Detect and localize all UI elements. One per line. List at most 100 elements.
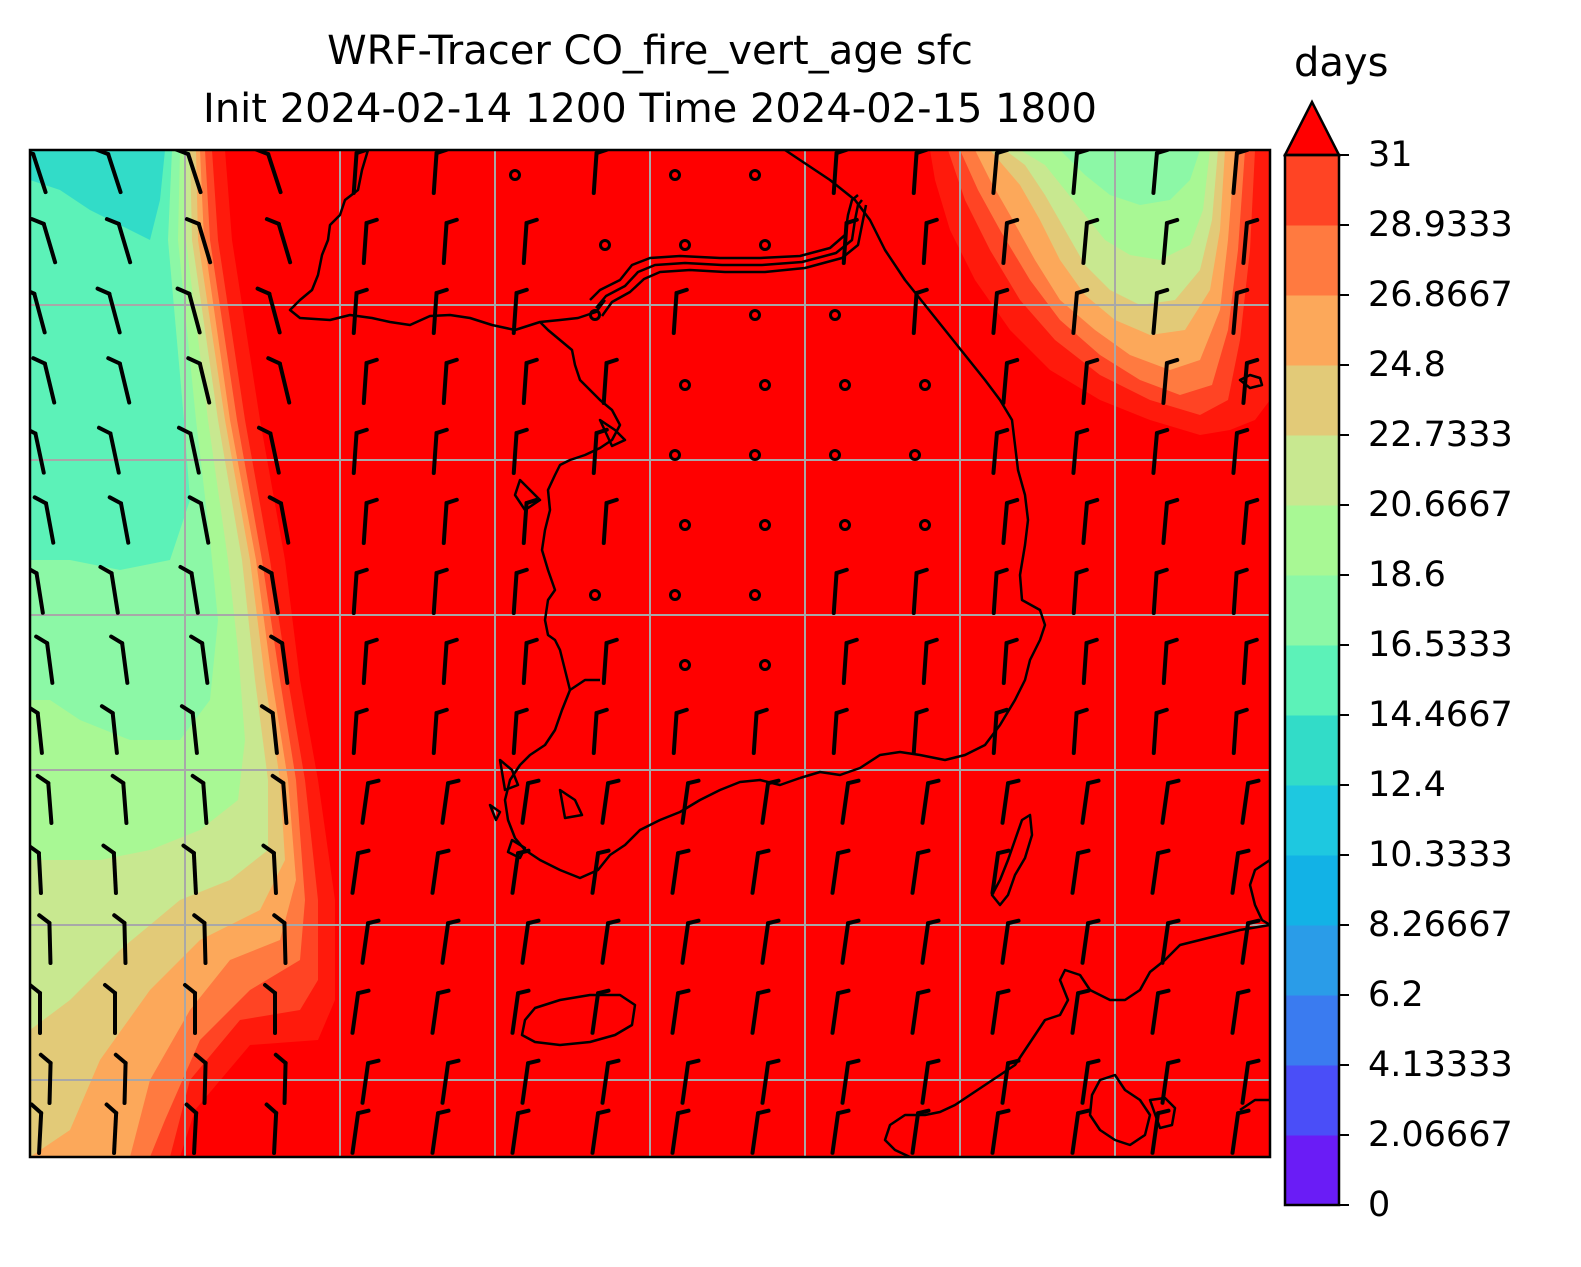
wind-barb <box>511 287 529 335</box>
wind-barb <box>510 848 531 895</box>
wind-barb <box>106 356 132 405</box>
wind-barb <box>1241 497 1260 545</box>
wind-barb <box>521 637 539 685</box>
wind-barb <box>107 495 131 545</box>
colorbar-tick-label: 14.4667 <box>1368 695 1513 735</box>
wind-barb <box>601 357 619 405</box>
wind-barb <box>991 707 1009 755</box>
wind-barb <box>350 1108 371 1155</box>
wind-barb <box>670 1108 691 1155</box>
colorbar-tick-label: 2.06667 <box>1368 1115 1513 1155</box>
wind-barb <box>1230 988 1251 1035</box>
calm-wind-circle <box>589 589 601 601</box>
wind-barb <box>181 843 198 895</box>
wind-barb <box>273 1052 288 1105</box>
wind-barb <box>521 357 539 405</box>
wind-barb <box>1070 848 1091 895</box>
wind-barb <box>1150 1108 1171 1155</box>
wind-barb <box>1240 918 1261 965</box>
calm-wind-circle <box>759 239 771 251</box>
kyushu-coast <box>883 923 1270 1157</box>
colorbar-tick-label: 16.5333 <box>1368 625 1513 665</box>
korea-west-coast <box>539 321 622 691</box>
calm-wind-circle <box>599 239 611 251</box>
korea-west-islands <box>488 418 627 860</box>
wind-barb <box>670 848 691 895</box>
wind-barb <box>670 988 691 1035</box>
colorbar-tick-label: 20.6667 <box>1368 485 1513 525</box>
wind-barb <box>1000 918 1021 965</box>
wind-barb <box>511 567 529 615</box>
wind-barb <box>101 843 118 895</box>
wind-barb <box>921 217 939 265</box>
colorbar-bin <box>1285 645 1339 716</box>
wind-barb <box>920 778 941 825</box>
wind-barb <box>750 848 771 895</box>
wind-barb <box>183 983 197 1035</box>
wind-barb <box>31 356 57 405</box>
wind-barb <box>351 427 369 475</box>
wind-barb <box>991 427 1010 475</box>
wind-barb <box>255 286 282 335</box>
wind-barb <box>193 1052 208 1105</box>
wind-barb <box>184 1102 199 1155</box>
calm-wind-circle <box>839 379 851 391</box>
map-title-line2: Init 2024-02-14 1200 Time 2024-02-15 180… <box>203 86 1097 132</box>
colorbar-tick-label: 8.26667 <box>1368 905 1513 945</box>
calm-wind-circle <box>919 379 931 391</box>
wind-barb <box>671 287 689 335</box>
wind-barb <box>1241 217 1260 265</box>
wind-barb <box>920 918 941 965</box>
wind-barb <box>1071 707 1089 755</box>
wind-barb <box>840 778 861 825</box>
wind-barb <box>1000 1058 1021 1105</box>
calm-wind-markers <box>509 169 931 671</box>
wind-barb <box>34 634 55 685</box>
wind-barb <box>510 988 531 1035</box>
wind-barb <box>1081 357 1100 405</box>
coastline-liaodong-north <box>288 150 606 332</box>
wind-barb <box>591 427 609 475</box>
colorbar-bin <box>1285 925 1339 996</box>
wind-barb <box>431 427 449 475</box>
wind-barb <box>32 495 56 545</box>
wind-barb <box>1241 357 1260 405</box>
wind-barb <box>186 356 212 405</box>
wind-barb <box>751 707 769 755</box>
wind-barb <box>831 707 849 755</box>
wind-barb <box>600 1058 621 1105</box>
wind-barb <box>103 983 117 1035</box>
yalu-border-3 <box>600 204 868 317</box>
wind-barb <box>1080 1058 1101 1105</box>
colorbar-bin <box>1285 505 1339 576</box>
wind-barb <box>267 495 291 545</box>
calm-wind-circle <box>679 659 691 671</box>
wind-barb <box>1151 707 1169 755</box>
wind-barb <box>30 704 44 755</box>
wind-barb <box>1001 217 1020 265</box>
wind-barb <box>1230 1108 1251 1155</box>
wind-barb <box>1231 427 1250 475</box>
wind-barb <box>258 564 280 615</box>
yalu-border <box>589 194 859 301</box>
wind-barb <box>1150 848 1171 895</box>
wind-barb <box>1160 918 1181 965</box>
wind-barb <box>671 707 689 755</box>
wind-barb <box>351 707 369 755</box>
wind-barb <box>261 843 278 895</box>
wind-barb <box>1231 567 1249 615</box>
wind-barb <box>510 1108 531 1155</box>
colorbar-bin <box>1285 1135 1339 1206</box>
wind-barb <box>921 637 939 685</box>
wind-barb <box>430 988 451 1035</box>
wind-barb <box>1001 497 1020 545</box>
wind-barb <box>104 217 133 265</box>
wind-barb <box>30 286 47 335</box>
wind-barb <box>760 1058 781 1105</box>
wind-barb <box>441 497 459 545</box>
wind-barb <box>189 634 210 685</box>
wind-barb <box>990 1108 1011 1155</box>
wind-barbs <box>30 150 1261 1155</box>
calm-wind-circle <box>679 519 691 531</box>
wind-barb <box>910 1108 931 1155</box>
